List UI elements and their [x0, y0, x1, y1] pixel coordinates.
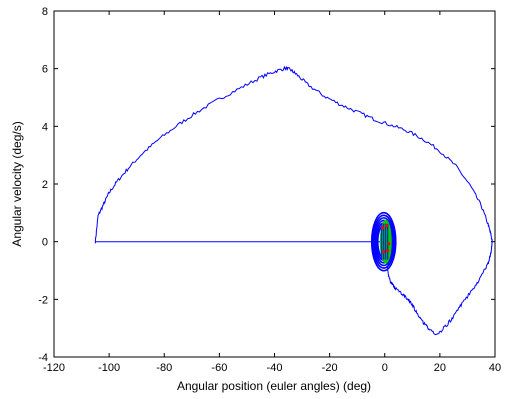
x-tick-label: 0 [382, 362, 388, 374]
cluster-loop [374, 219, 393, 264]
x-tick-label: -60 [211, 362, 227, 374]
y-axis-label: Angular velocity (deg/s) [10, 121, 24, 246]
trajectory-line [94, 65, 493, 336]
oscillation-cluster [370, 211, 397, 272]
y-tick-label: -2 [38, 294, 48, 306]
y-tick-label: 2 [42, 179, 48, 191]
x-tick-label: -40 [267, 362, 283, 374]
y-tick-label: 8 [42, 6, 48, 18]
x-tick-label: -80 [156, 362, 172, 374]
y-tick-label: 6 [42, 64, 48, 76]
data-series [94, 65, 493, 336]
cluster-red-point [387, 242, 391, 246]
y-tick-label: 0 [42, 237, 48, 249]
cluster-red-point [385, 224, 389, 228]
plot-area [53, 10, 496, 358]
cluster-red-point [386, 249, 390, 253]
cluster-loop [372, 214, 396, 269]
x-axis-label: Angular position (euler angles) (deg) [177, 379, 371, 393]
cluster-loop [370, 211, 397, 272]
cluster-loop [373, 217, 395, 267]
cluster-red-point [382, 250, 386, 254]
x-tick-label: -100 [98, 362, 120, 374]
x-tick-label: 40 [489, 362, 501, 374]
y-tick-label: 4 [42, 121, 48, 133]
x-tick-label: -120 [43, 362, 65, 374]
x-tick-label: -20 [322, 362, 338, 374]
cluster-red-point [381, 226, 385, 230]
y-tick-label: -4 [38, 352, 48, 364]
x-tick-label: 20 [434, 362, 446, 374]
